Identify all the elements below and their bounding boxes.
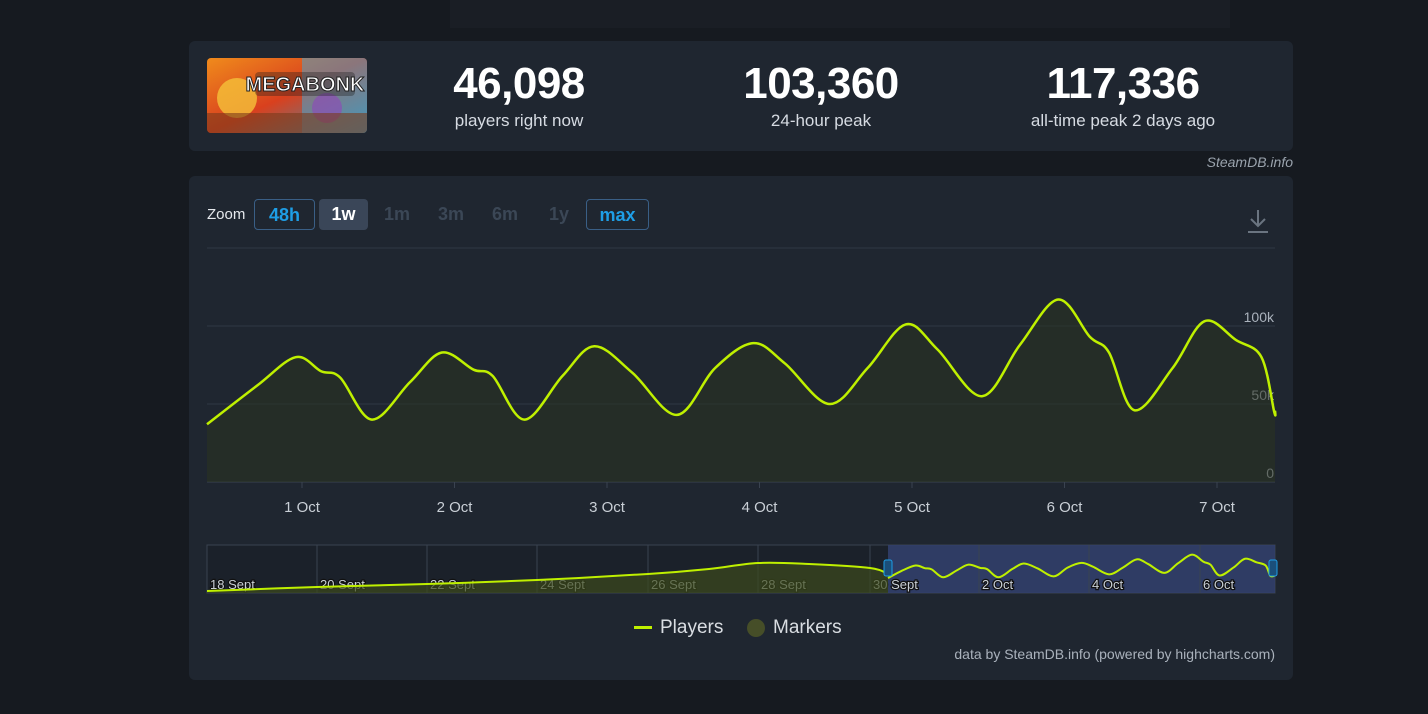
legend-markers[interactable]: Markers (747, 617, 842, 639)
current-players-value: 46,098 (453, 59, 585, 108)
chart-card: Zoom 48h 1w 1m 3m 6m 1y max 050k100k1 Oc… (189, 176, 1293, 680)
zoom-max-button[interactable]: max (586, 199, 649, 230)
peak-24h-value: 103,360 (743, 59, 899, 108)
zoom-3m-button[interactable]: 3m (437, 204, 464, 224)
alltime-peak-stat: 117,336 all-time peak 2 days ago (973, 61, 1273, 131)
zoom-48h-button[interactable]: 48h (254, 199, 315, 230)
top-bar (450, 0, 1230, 28)
navigator-tick-label: 6 Oct (1203, 577, 1234, 592)
zoom-1y-button[interactable]: 1y (548, 204, 570, 224)
x-tick-label: 2 Oct (437, 499, 474, 516)
legend-line-swatch (634, 626, 652, 630)
legend-players[interactable]: Players (634, 617, 723, 639)
current-players-label: players right now (454, 111, 584, 130)
game-logo[interactable]: MEGABONK (207, 58, 367, 133)
zoom-1m-button[interactable]: 1m (383, 204, 410, 224)
alltime-peak-value: 117,336 (1046, 59, 1200, 108)
navigator-tick-label: 20 Sept (320, 577, 365, 592)
navigator-tick-label: 30 Sept (873, 577, 918, 592)
x-tick-label: 1 Oct (284, 499, 321, 516)
x-tick-label: 4 Oct (742, 499, 779, 516)
legend-markers-label: Markers (773, 617, 842, 638)
legend-players-label: Players (660, 617, 724, 638)
stats-card: MEGABONK 46,098 players right now 103,36… (189, 41, 1293, 151)
download-icon[interactable] (1246, 208, 1270, 234)
navigator-tick-label: 4 Oct (1092, 577, 1123, 592)
navigator-line-early (206, 561, 889, 592)
peak-24h-label: 24-hour peak (770, 111, 872, 130)
current-players-stat: 46,098 players right now (369, 61, 669, 131)
highcharts-credit[interactable]: data by SteamDB.info (powered by highcha… (954, 646, 1275, 662)
peak-24h-stat: 103,360 24-hour peak (671, 61, 971, 131)
navigator-tick-label: 26 Sept (651, 577, 696, 592)
steamdb-credit-link[interactable]: SteamDB.info (1206, 154, 1293, 170)
alltime-peak-label: all-time peak 2 days ago (1030, 111, 1216, 130)
players-series-line[interactable] (206, 298, 1277, 426)
game-logo-image: MEGABONK (207, 58, 367, 133)
navigator-tick-label: 2 Oct (982, 577, 1013, 592)
y-tick-label: 100k (1244, 309, 1275, 325)
navigator-area (207, 562, 888, 593)
navigator-tick-label: 24 Sept (540, 577, 585, 592)
svg-text:MEGABONK: MEGABONK (246, 74, 365, 96)
navigator-frame (206, 544, 1276, 594)
navigator-line-recent (887, 553, 1276, 580)
navigator-selection[interactable] (888, 545, 1275, 593)
players-area (207, 299, 1276, 482)
zoom-label: Zoom (207, 206, 246, 223)
navigator-right-handle[interactable] (1268, 559, 1278, 577)
zoom-1w-button[interactable]: 1w (319, 199, 368, 230)
navigator-tick-label: 18 Sept (210, 577, 255, 592)
zoom-6m-button[interactable]: 6m (491, 204, 518, 224)
x-tick-label: 3 Oct (589, 499, 626, 516)
navigator-left-handle[interactable] (883, 559, 893, 577)
x-tick-label: 7 Oct (1199, 499, 1236, 516)
x-tick-label: 5 Oct (894, 499, 931, 516)
navigator-tick-label: 28 Sept (761, 577, 806, 592)
legend-marker-swatch (747, 618, 765, 637)
navigator-tick-label: 22 Sept (430, 577, 475, 592)
x-tick-label: 6 Oct (1047, 499, 1084, 516)
